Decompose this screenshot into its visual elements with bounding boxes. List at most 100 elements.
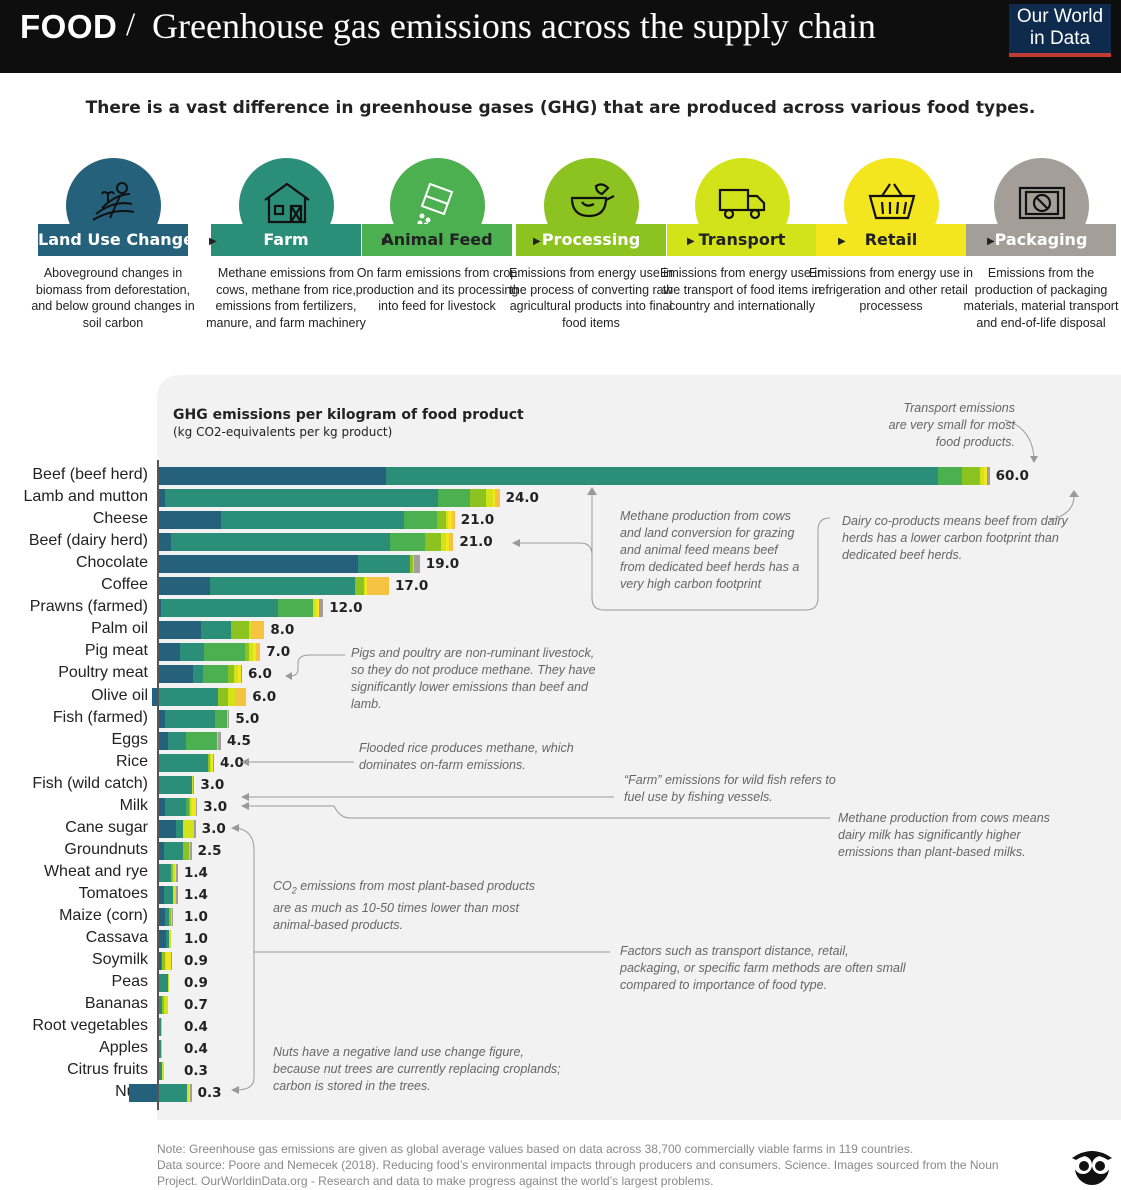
bar-segment-processing (228, 665, 234, 684)
bar-segment-transport (216, 731, 219, 750)
bar-segment-land-use-change (158, 885, 164, 904)
bar-segment-processing (208, 753, 210, 772)
bar-segment-farm (221, 511, 405, 530)
owid-logo[interactable]: Our World in Data (1009, 4, 1111, 57)
bar-segment-processing (188, 797, 191, 816)
bar-segment-animal-feed (215, 709, 227, 728)
bar-segment-transport (160, 1040, 163, 1059)
bar-segment-farm (358, 555, 410, 574)
bar-segment-farm (176, 819, 184, 838)
bar-segment-processing (244, 643, 249, 662)
bar-segment-transport (173, 863, 175, 882)
stage-arrow-icon: ▶ (987, 236, 995, 247)
category-label: Pig meat (84, 642, 148, 660)
bar-segment-animal-feed (278, 599, 314, 618)
bar-segment-animal-feed (202, 665, 228, 684)
bar-segment-animal-feed (937, 467, 962, 485)
bar-segment-farm (163, 885, 174, 904)
bar-segment-packaging (452, 511, 455, 530)
category-label: Fish (wild catch) (32, 774, 148, 792)
category-label: Tomatoes (78, 884, 148, 902)
bar-value-label: 1.0 (184, 931, 208, 948)
footer: Note: Greenhouse gas emissions are given… (157, 1141, 1017, 1189)
category-label: Beef (dairy herd) (28, 532, 148, 550)
bar-segment-packaging (366, 577, 389, 596)
bar-segment-transport (183, 819, 195, 838)
arrowhead-transport (1030, 456, 1038, 463)
bar-segment-land-use-change (158, 665, 193, 684)
category-label: Prawns (farmed) (29, 598, 148, 616)
category-label: Root vegetables (32, 1017, 148, 1035)
bar-segment-processing (425, 533, 441, 552)
stage-arrow-icon: ▶ (687, 236, 695, 247)
category-label: Maize (corn) (59, 907, 148, 924)
note-plants-co: CO (273, 879, 292, 893)
stage-description: Emissions from energy use in refrigerati… (809, 266, 973, 313)
category-label: Milk (119, 796, 148, 814)
bar-segment-farm (201, 621, 231, 640)
note-plants-rest: emissions from most plant-based products… (273, 879, 536, 932)
bar-value-label: 1.0 (184, 909, 208, 925)
bar-segment-transport (446, 511, 448, 530)
bar-segment-farm (158, 996, 163, 1015)
bar-segment-farm (158, 1062, 163, 1081)
bar-value-label: 0.3 (184, 1063, 208, 1080)
bar-segment-packaging (170, 952, 172, 971)
stage-arrow-icon: ▶ (382, 236, 390, 247)
bar-value-label: 0.9 (184, 975, 208, 992)
bar-segment-packaging (193, 775, 195, 794)
bar-segment-farm (158, 1040, 161, 1059)
bar-segment-processing (169, 908, 171, 926)
bar-segment-transport (169, 930, 171, 949)
note-plants: CO2 emissions from most plant-based prod… (273, 878, 553, 934)
footer-source: Data source: Poore and Nemecek (2018). R… (157, 1158, 999, 1188)
bar-segment-farm (386, 467, 938, 485)
bar-segment-packaging (218, 731, 221, 750)
category-label: Apples (99, 1039, 148, 1057)
bar-segment-farm (170, 533, 391, 552)
bar-segment-processing (355, 577, 364, 596)
page-title: Greenhouse gas emissions across the supp… (152, 6, 876, 46)
bar-segment-transport (226, 709, 228, 728)
bar-segment-packaging (495, 489, 500, 508)
note-pigs: Pigs and poultry are non-ruminant livest… (351, 646, 596, 711)
bar-segment-transport (191, 775, 193, 794)
bar-segment-processing (230, 621, 249, 640)
bar-segment-retail (253, 643, 256, 662)
bar-segment-packaging (212, 753, 214, 772)
category-label: Beef (beef herd) (32, 466, 148, 483)
stage-arrow-icon: ▶ (209, 236, 217, 247)
bar-segment-farm (158, 1084, 188, 1103)
bar-segment-retail (237, 665, 241, 684)
bar-segment-farm (158, 974, 168, 993)
bar-segment-farm (163, 841, 184, 860)
bar-segment-transport (313, 599, 317, 618)
bar-segment-processing (436, 511, 447, 530)
connector-milk (248, 805, 830, 819)
visual-capitalist-logo-icon (1072, 1151, 1112, 1185)
bar-segment-transport (249, 643, 254, 662)
category-label: Wheat and rye (43, 862, 148, 880)
stage-label: Land Use Change (38, 224, 194, 256)
bar-segment-processing (162, 952, 165, 971)
category-label: Soymilk (91, 951, 148, 969)
stage-description: Aboveground changes in biomass from defo… (31, 266, 195, 330)
bar-segment-packaging (172, 908, 174, 926)
bar-value-label: 5.0 (235, 710, 260, 727)
header-category: FOOD (20, 8, 118, 45)
note-nuts: Nuts have a negative land use change fig… (273, 1045, 561, 1093)
bar-value-label: 19.0 (425, 556, 460, 573)
bar-segment-farm (158, 753, 209, 772)
bar-value-label: 4.5 (227, 732, 251, 749)
stage-label: Animal Feed (362, 224, 512, 256)
bar-segment-packaging (190, 1084, 192, 1103)
bar-segment-transport (173, 885, 177, 904)
bar-segment-packaging (449, 533, 454, 552)
bar-segment-retail (174, 863, 177, 882)
bar-segment-transport (412, 555, 415, 574)
bar-segment-transport (187, 1084, 189, 1103)
arrowhead-beef (587, 487, 597, 495)
connector-dairy-herd (520, 542, 593, 556)
bar-segment-land-use-change (158, 511, 221, 530)
bar-segment-land-use-change (158, 577, 210, 596)
